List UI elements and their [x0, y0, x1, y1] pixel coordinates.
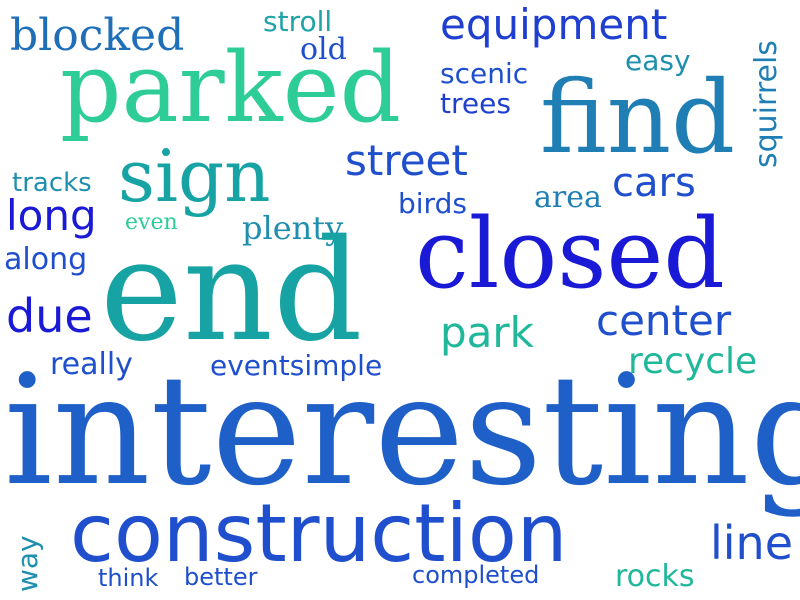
word-blocked: blocked	[10, 10, 185, 61]
word-better: better	[184, 563, 258, 591]
word-even: even	[125, 210, 178, 235]
word-tracks: tracks	[12, 168, 92, 198]
word-find: find	[540, 59, 736, 176]
word-street: street	[345, 136, 468, 185]
word-end: end	[100, 210, 363, 373]
word-long: long	[6, 191, 97, 240]
word-really: really	[50, 347, 133, 382]
word-line: line	[710, 516, 794, 570]
word-way: way	[11, 535, 44, 592]
word-park: park	[440, 308, 534, 357]
word-squirrels: squirrels	[749, 40, 784, 168]
word-think: think	[98, 564, 159, 592]
word-sign: sign	[118, 134, 271, 218]
word-easy: easy	[625, 44, 691, 77]
word-scenic: scenic	[440, 57, 529, 90]
word-equipment: equipment	[440, 0, 668, 49]
word-construction: construction	[70, 487, 568, 580]
word-recycle: recycle	[628, 341, 758, 382]
word-center: center	[596, 296, 732, 345]
word-birds: birds	[398, 187, 467, 220]
word-due: due	[6, 289, 93, 343]
word-old: old	[300, 32, 347, 67]
word-interesting: interesting	[4, 342, 800, 519]
word-parked: parked	[60, 32, 402, 144]
word-stroll: stroll	[263, 5, 333, 38]
word-area: area	[534, 180, 602, 215]
word-along: along	[4, 242, 88, 277]
word-eventsimple: eventsimple	[210, 349, 383, 382]
word-rocks: rocks	[615, 559, 695, 594]
word-completed: completed	[412, 561, 540, 589]
word-closed: closed	[415, 198, 725, 310]
word-trees: trees	[440, 87, 511, 120]
word-cars: cars	[612, 160, 696, 206]
word-plenty: plenty	[242, 209, 344, 247]
